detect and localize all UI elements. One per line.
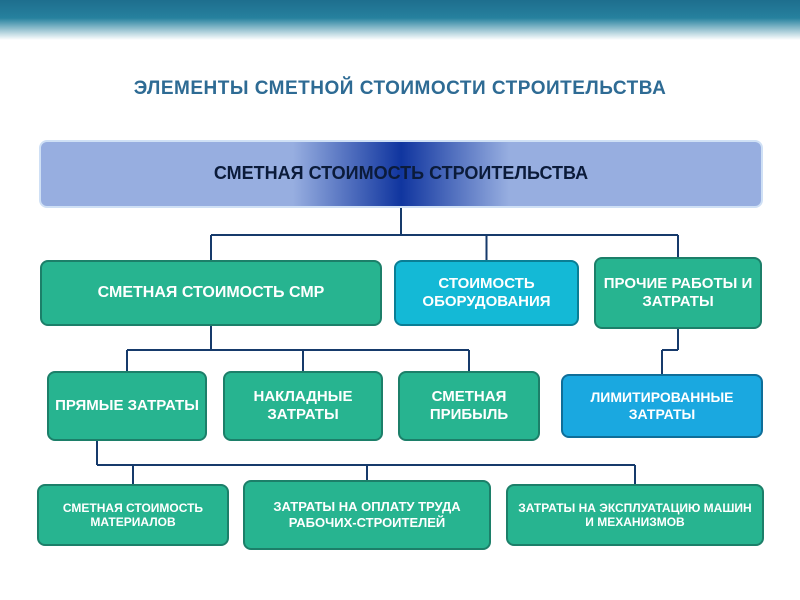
node-labor-cost: ЗАТРАТЫ НА ОПЛАТУ ТРУДА РАБОЧИХ-СТРОИТЕЛ… [243, 480, 491, 550]
node-smr: СМЕТНАЯ СТОИМОСТЬ СМР [40, 260, 382, 326]
node-estimated-profit: СМЕТНАЯ ПРИБЫЛЬ [398, 371, 540, 441]
node-limited-costs: ЛИМИТИРОВАННЫЕ ЗАТРАТЫ [561, 374, 763, 438]
node-overhead-costs: НАКЛАДНЫЕ ЗАТРАТЫ [223, 371, 383, 441]
node-direct-costs: ПРЯМЫЕ ЗАТРАТЫ [47, 371, 207, 441]
node-materials-cost: СМЕТНАЯ СТОИМОСТЬ МАТЕРИАЛОВ [37, 484, 229, 546]
slide: ЭЛЕМЕНТЫ СМЕТНОЙ СТОИМОСТИ СТРОИТЕЛЬСТВА… [0, 0, 800, 600]
node-machinery-cost: ЗАТРАТЫ НА ЭКСПЛУАТАЦИЮ МАШИН И МЕХАНИЗМ… [506, 484, 764, 546]
slide-title: ЭЛЕМЕНТЫ СМЕТНОЙ СТОИМОСТИ СТРОИТЕЛЬСТВА [0, 78, 800, 100]
node-other-costs: ПРОЧИЕ РАБОТЫ И ЗАТРАТЫ [594, 257, 762, 329]
node-root: СМЕТНАЯ СТОИМОСТЬ СТРОИТЕЛЬСТВА [39, 140, 763, 208]
node-equipment-cost: СТОИМОСТЬ ОБОРУДОВАНИЯ [394, 260, 579, 326]
